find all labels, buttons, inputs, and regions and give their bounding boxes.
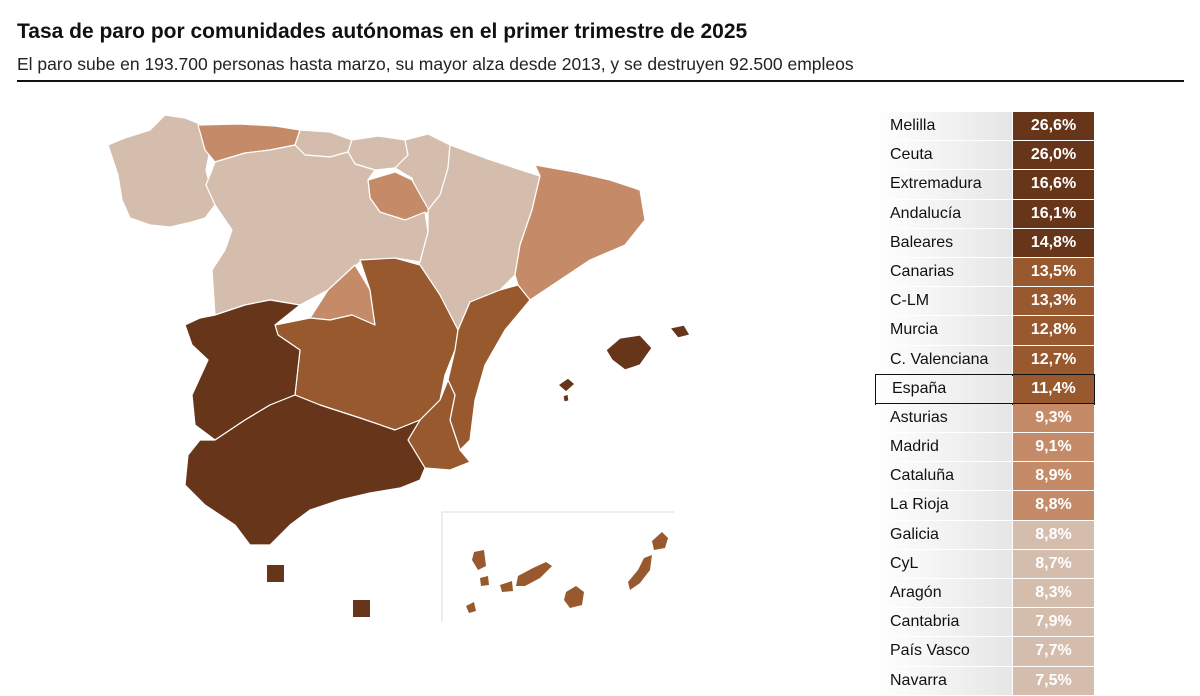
ranking-region-name: C. Valenciana (876, 345, 1012, 374)
region-melilla (353, 600, 370, 617)
ranking-region-name: CyL (876, 549, 1012, 578)
ranking-rate-value: 14,8% (1013, 228, 1094, 257)
ranking-row: Madrid 9,1% (876, 433, 1094, 463)
region-canarias (466, 532, 668, 613)
ranking-rate-value: 8,7% (1013, 549, 1094, 578)
ranking-row: Melilla 26,6% (876, 112, 1094, 142)
ranking-region-name: Baleares (876, 228, 1012, 257)
ranking-row: C. Valenciana 12,7% (876, 345, 1094, 375)
ranking-row: Galicia 8,8% (876, 520, 1094, 550)
ranking-region-name: Cantabria (876, 608, 1012, 637)
ranking-row: Ceuta 26,0% (876, 141, 1094, 171)
ranking-region-name: País Vasco (876, 637, 1012, 666)
ranking-rate-value: 7,9% (1013, 608, 1094, 637)
spain-choropleth-map (107, 114, 691, 622)
ranking-rate-value: 9,1% (1013, 433, 1094, 462)
ranking-rate-value: 13,5% (1013, 257, 1094, 287)
ranking-rate-value: 8,8% (1013, 520, 1094, 549)
ranking-rate-value: 7,5% (1013, 666, 1094, 695)
ranking-rate-value: 12,8% (1013, 316, 1094, 345)
chart-title: Tasa de paro por comunidades autónomas e… (17, 20, 748, 43)
ranking-row: CyL 8,7% (876, 549, 1094, 579)
ranking-region-name: Canarias (876, 257, 1012, 287)
region-baleares-menorca (669, 324, 691, 339)
ranking-row: C-LM 13,3% (876, 287, 1094, 317)
ranking-region-name: Murcia (876, 316, 1012, 345)
ranking-rate-value: 26,6% (1013, 112, 1094, 141)
region-andalucia (184, 394, 426, 546)
ranking-region-name: Cataluña (876, 462, 1012, 491)
ranking-row: Cantabria 7,9% (876, 608, 1094, 638)
ranking-row: País Vasco 7,7% (876, 637, 1094, 667)
ranking-region-name: Andalucía (876, 199, 1012, 228)
ranking-rate-value: 16,1% (1013, 199, 1094, 228)
ranking-region-name: España (876, 374, 1012, 403)
canarias-inset-frame (441, 511, 674, 622)
header-divider (17, 80, 1184, 82)
ranking-rate-value: 8,3% (1013, 579, 1094, 608)
region-galicia (107, 114, 216, 228)
ranking-row: Andalucía 16,1% (876, 199, 1094, 229)
ranking-rate-value: 9,3% (1013, 403, 1094, 433)
region-baleares-formentera (562, 393, 570, 403)
ranking-region-name: Asturias (876, 403, 1012, 433)
ranking-row-national-average: España 11,4% (875, 373, 1095, 405)
ranking-table: Melilla 26,6% Ceuta 26,0% Extremadura 16,6%… (875, 112, 1095, 696)
ranking-row: Navarra 7,5% (876, 666, 1094, 696)
ranking-row: Aragón 8,3% (876, 579, 1094, 609)
ranking-region-name: Extremadura (876, 170, 1012, 199)
ranking-region-name: Aragón (876, 579, 1012, 608)
ranking-rate-value: 12,7% (1013, 345, 1094, 374)
ranking-region-name: Madrid (876, 433, 1012, 462)
ranking-row: Asturias 9,3% (876, 403, 1094, 434)
ranking-region-name: Galicia (876, 520, 1012, 549)
ranking-region-name: Navarra (876, 666, 1012, 695)
chart-subtitle: El paro sube en 193.700 personas hasta m… (17, 54, 854, 74)
ranking-rate-value: 26,0% (1013, 141, 1094, 170)
region-baleares-ibiza (557, 377, 576, 393)
region-ceuta (267, 565, 284, 582)
ranking-row: Cataluña 8,9% (876, 462, 1094, 492)
ranking-row: Baleares 14,8% (876, 228, 1094, 258)
ranking-region-name: La Rioja (876, 491, 1012, 520)
ranking-region-name: Ceuta (876, 141, 1012, 170)
ranking-rate-value: 11,4% (1013, 374, 1094, 403)
ranking-region-name: C-LM (876, 287, 1012, 316)
ranking-rate-value: 13,3% (1013, 287, 1094, 316)
region-baleares-mallorca (605, 334, 653, 371)
ranking-region-name: Melilla (876, 112, 1012, 141)
ranking-row: La Rioja 8,8% (876, 491, 1094, 521)
ranking-row: Murcia 12,8% (876, 316, 1094, 346)
ranking-row: Extremadura 16,6% (876, 170, 1094, 200)
ranking-rate-value: 7,7% (1013, 637, 1094, 666)
ranking-rate-value: 16,6% (1013, 170, 1094, 199)
ranking-rate-value: 8,9% (1013, 462, 1094, 491)
ranking-row: Canarias 13,5% (876, 257, 1094, 288)
ranking-rate-value: 8,8% (1013, 491, 1094, 520)
region-cataluna (514, 164, 646, 301)
